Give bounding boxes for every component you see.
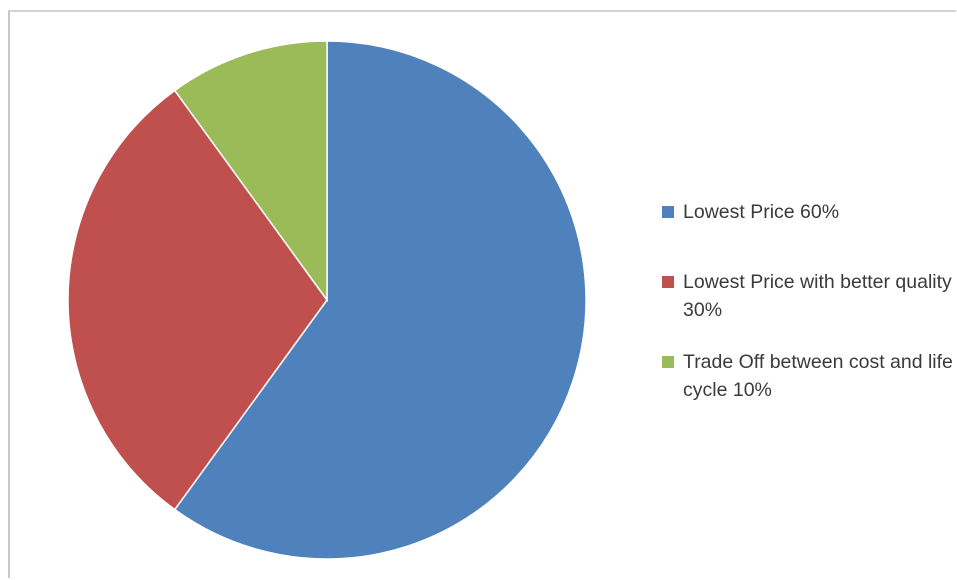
- legend-swatch: [662, 276, 674, 288]
- legend-swatch: [662, 356, 674, 368]
- legend-item-lowest-price: Lowest Price 60%: [662, 198, 957, 226]
- legend-item-lowest-price-better-quality: Lowest Price with better quality 30%: [662, 268, 957, 324]
- legend-label: Trade Off between cost and life cycle 10…: [683, 351, 953, 401]
- pie-slice-trade-off: [173, 40, 328, 303]
- pie-slice-lowest-price-better-quality: [67, 89, 328, 511]
- pie-chart: [67, 40, 587, 560]
- chart-frame: Lowest Price 60% Lowest Price with bette…: [8, 10, 956, 578]
- legend-item-trade-off: Trade Off between cost and life cycle 10…: [662, 348, 957, 404]
- legend-swatch: [662, 206, 674, 218]
- pie-slices: [67, 40, 587, 560]
- pie-slice-lowest-price: [173, 40, 587, 560]
- legend-label: Lowest Price with better quality 30%: [683, 271, 952, 321]
- legend-label: Lowest Price 60%: [683, 201, 840, 223]
